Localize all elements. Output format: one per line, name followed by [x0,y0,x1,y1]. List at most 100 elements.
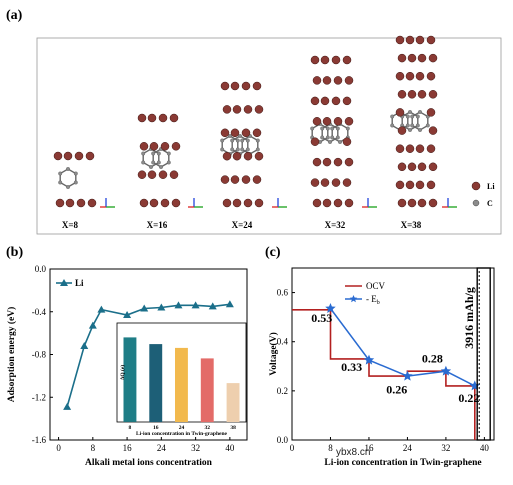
li-atom [428,53,438,63]
carbon-atom [151,151,156,156]
li-atom [426,180,436,190]
y-tick-label: -0.8 [32,350,47,360]
legend-ocv-label: OCV [366,281,386,291]
li-atom [171,142,181,151]
li-data-point [80,341,89,349]
li-atom [252,81,262,91]
li-atom [53,151,63,161]
li-atom [243,105,253,114]
li-atom [417,53,427,63]
li-atom [415,180,425,190]
y-tick-label: 0.4 [277,337,289,347]
li-atom [252,128,262,138]
li-atom [415,144,425,153]
li-atom [342,55,352,65]
y-tick-label: 0.0 [35,264,47,274]
panel-a-legend: Li C [471,181,495,208]
legend-c-marker [472,199,480,207]
carbon-atom [238,134,242,138]
x-tick-label: 16 [364,443,374,453]
structure-label: X=8 [62,220,79,230]
li-atom [322,157,332,167]
x-tick-label: 0 [290,443,295,453]
carbon-atom [338,140,342,144]
carbon-atom [141,151,146,156]
carbon-atom [220,147,225,152]
carbon-atom [405,123,410,128]
li-atom [158,113,168,123]
y-tick-label: 0.2 [277,386,288,396]
carbon-atom [235,147,240,152]
structure-label: X=38 [401,220,422,230]
y-tick-label: -0.4 [32,307,47,317]
step-value-label: 0.26 [386,382,407,396]
x-tick-label: 40 [225,443,235,453]
inset-x-title: Li-ion concentration in Twin-graphene [136,431,228,437]
li-atom [312,157,322,167]
step-value-label: 0.22 [458,391,479,405]
legend-li-marker [471,181,481,191]
watermark: ybx8.cn [336,447,370,458]
carbon-atom [425,123,430,128]
x-tick-label: 32 [441,443,450,453]
li-atom [158,170,168,179]
li-atom [344,76,354,85]
carbon-atom [159,165,163,169]
li-atom [395,71,405,81]
li-atom [320,96,330,106]
li-data-point [157,303,166,311]
li-atom [397,198,407,208]
carbon-atom [58,171,63,176]
li-atom [310,96,320,106]
li-atom [220,81,230,91]
li-atom [426,108,436,117]
li-atom [407,90,417,99]
legend-li-label: Li [487,182,495,191]
li-atom [342,96,352,106]
li-atom [320,178,330,187]
carbon-atom [320,126,325,131]
x-axis-title: Li-ion concentration in Twin-graphene [324,458,481,468]
li-atom [395,108,405,117]
legend-eb-marker [349,295,358,303]
legend-marker [60,279,68,286]
x-tick-label: 16 [123,443,133,453]
li-atom [232,151,242,161]
li-atom [254,151,264,161]
carbon-atom [235,138,240,143]
carbon-ring [59,168,77,188]
li-atom [149,142,159,151]
panel-c-chart: 0 8 16 24 32 40 0.0 0.2 0.4 0.6 Li-ion concentrati… [268,267,495,468]
carbon-atom [325,126,330,131]
carbon-atom [73,171,78,176]
li-atom [333,76,343,85]
carbon-atom [230,147,235,152]
li-atom [222,198,232,208]
li-atom [428,162,438,172]
li-data-point [208,302,217,310]
li-atom [426,144,436,153]
carbon-atom [405,114,410,119]
carbon-atom [415,123,420,128]
y-axis-title: Adsorption energy (eV) [6,307,17,403]
li-atom [220,175,230,184]
x-tick-label: 24 [403,443,413,453]
li-atom [139,198,149,208]
li-atom [147,170,157,179]
li-data-point [97,305,106,313]
carbon-atom [230,138,235,143]
li-atom [232,105,242,114]
x-tick-label: 40 [480,443,490,453]
carbon-atom [156,151,161,156]
inset-bar [175,347,188,422]
carbon-ring [241,135,259,155]
carbon-atom [73,180,78,185]
carbon-atom [335,135,340,140]
li-atom [322,117,332,126]
eb-series-line [329,308,476,387]
li-atom [137,170,147,179]
li-atom [415,35,425,45]
structure-label: X=32 [325,220,346,230]
inset-x-tick-label: 32 [205,425,211,431]
li-atom [85,151,95,161]
